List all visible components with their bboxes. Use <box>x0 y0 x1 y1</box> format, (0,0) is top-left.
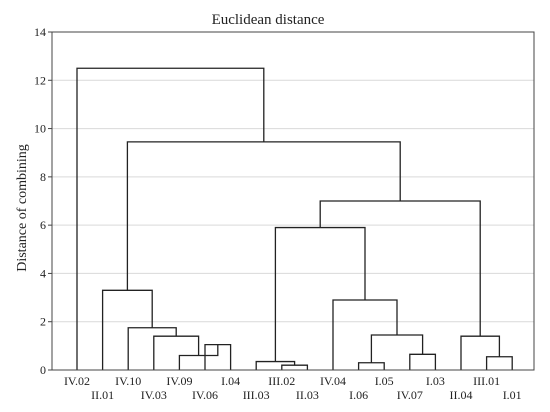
leaf-label: IV.06 <box>192 388 218 402</box>
leaf-label: III.03 <box>243 388 270 402</box>
y-axis-label: Distance of combining <box>15 144 30 272</box>
dendrogram-link <box>319 200 481 337</box>
y-tick-label: 10 <box>34 122 46 136</box>
plot-area-border <box>51 31 535 371</box>
dendrogram-link <box>101 289 153 370</box>
leaf-labels: IV.02II.01IV.10IV.03IV.09IV.06I.04III.03… <box>64 374 522 402</box>
dendrogram-link <box>332 299 398 370</box>
leaf-label: I.06 <box>349 388 368 402</box>
leaf-label: IV.09 <box>166 374 192 388</box>
dendrogram-link <box>153 335 200 370</box>
leaf-label: II.01 <box>91 388 114 402</box>
dendrogram-branches <box>76 67 513 370</box>
dendrogram-link <box>127 327 177 370</box>
y-tick-label: 12 <box>34 73 46 87</box>
dendrogram-link <box>485 356 513 370</box>
dendrogram-link <box>126 141 401 291</box>
y-tick-label: 0 <box>40 363 46 377</box>
y-tick-label: 8 <box>40 170 46 184</box>
leaf-label: I.03 <box>426 374 445 388</box>
dendrogram-link <box>76 67 265 370</box>
leaf-label: I.01 <box>503 388 522 402</box>
y-tick-label: 6 <box>40 218 46 232</box>
dendrogram-link <box>281 364 309 370</box>
y-tick-label: 14 <box>34 25 46 39</box>
leaf-label: IV.03 <box>141 388 167 402</box>
leaf-label: IV.02 <box>64 374 90 388</box>
dendrogram-link <box>460 335 501 370</box>
leaf-label: IV.04 <box>320 374 346 388</box>
grid-lines <box>52 79 534 323</box>
dendrogram-link <box>357 362 385 370</box>
dendrogram-link <box>409 353 437 370</box>
leaf-label: IV.07 <box>397 388 423 402</box>
chart-title: Euclidean distance <box>212 12 325 28</box>
y-ticks: 0 2 4 6 8 10 12 14 <box>34 25 52 377</box>
y-tick-label: 2 <box>40 315 46 329</box>
dendrogram-link <box>274 226 366 362</box>
leaf-label: II.03 <box>296 388 319 402</box>
leaf-label: I.04 <box>221 374 240 388</box>
leaf-label: III.02 <box>268 374 295 388</box>
y-tick-label: 4 <box>40 266 46 280</box>
leaf-label: I.05 <box>375 374 394 388</box>
leaf-label: II.04 <box>450 388 473 402</box>
leaf-label: IV.10 <box>115 374 141 388</box>
dendrogram-link <box>370 334 424 363</box>
leaf-label: III.01 <box>473 374 500 388</box>
